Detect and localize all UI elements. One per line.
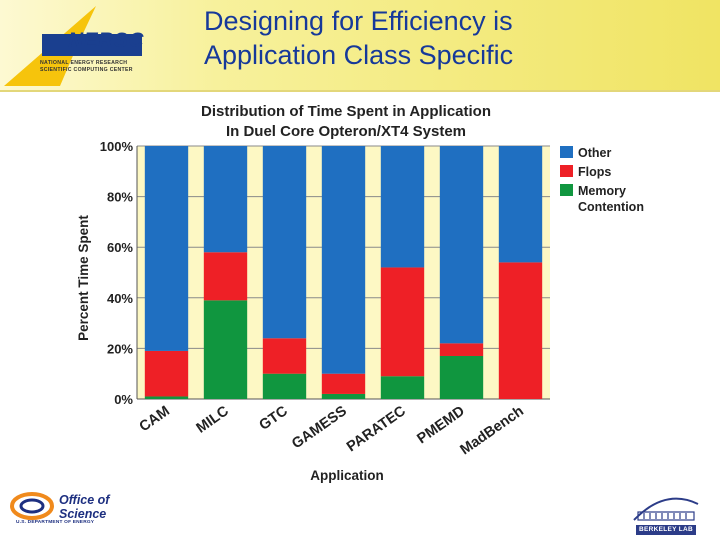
bar-segment-memory-contention-gamess	[321, 393, 366, 399]
legend-label: Memory	[578, 184, 626, 198]
doe-swirl-icon	[10, 492, 54, 520]
y-tick-label: 40%	[107, 291, 133, 306]
bar-segment-flops-madbench	[498, 262, 543, 399]
bar-segment-flops-gamess	[321, 373, 366, 394]
bar-segment-flops-gtc	[262, 338, 307, 374]
bar-segment-other-madbench	[498, 146, 543, 263]
doe-office-text: Office of Science	[59, 493, 109, 521]
y-tick-label: 0%	[114, 392, 133, 407]
nersc-subtitle-line2: SCIENTIFIC COMPUTING CENTER	[40, 67, 133, 73]
legend-swatch-flops	[560, 165, 573, 177]
x-tick-label: CAM	[137, 403, 173, 435]
header-divider	[0, 90, 720, 92]
bar-segment-memory-contention-milc	[203, 300, 248, 399]
bar-segment-other-gtc	[262, 146, 307, 339]
bar-segment-memory-contention-cam	[144, 396, 189, 399]
legend-label: Flops	[578, 165, 611, 179]
lab-arc-icon	[633, 497, 699, 521]
legend: Other Flops Memory Contention	[560, 146, 644, 214]
slide-title-line2: Application Class Specific	[204, 40, 514, 70]
bar-segment-other-cam	[144, 146, 189, 351]
legend-swatch-memory-contention	[560, 184, 573, 196]
slide-title: Designing for Efficiency is Application …	[204, 4, 624, 72]
chart-title-line1: Distribution of Time Spent in Applicatio…	[201, 103, 491, 120]
nersc-subtitle-line1: NATIONAL ENERGY RESEARCH	[40, 60, 128, 66]
y-tick-label: 20%	[107, 341, 133, 356]
x-tick-label: GTC	[257, 403, 292, 434]
nersc-logo	[4, 6, 142, 86]
doe-line2: Science	[59, 507, 107, 521]
nersc-logo-text: NERSC	[68, 29, 145, 52]
bar-segment-other-milc	[203, 146, 248, 253]
bar-segment-other-paratec	[380, 146, 425, 268]
lab-building-icon	[637, 511, 695, 521]
berkeley-lab-text: BERKELEY LAB	[636, 525, 696, 535]
chart-title-line2: In Duel Core Opteron/XT4 System	[226, 123, 466, 140]
doe-swirl-inner-icon	[19, 498, 45, 514]
berkeley-lab-logo	[633, 497, 699, 521]
bar-segment-memory-contention-gtc	[262, 373, 307, 399]
y-tick-label: 100%	[100, 139, 134, 154]
legend-label: Other	[578, 146, 611, 160]
doe-line1: Office of	[59, 493, 110, 507]
x-tick-label: MILC	[194, 403, 233, 437]
y-tick-label: 60%	[107, 240, 133, 255]
bar-segment-other-gamess	[321, 146, 366, 374]
x-tick-label: GAMESS	[289, 403, 350, 452]
bar-segment-flops-cam	[144, 350, 189, 397]
x-tick-label: PMEMD	[414, 403, 467, 447]
bar-segment-other-pmemd	[439, 146, 484, 344]
bars	[144, 146, 543, 399]
y-tick-label: 80%	[107, 190, 133, 205]
bar-segment-flops-paratec	[380, 267, 425, 377]
bar-segment-memory-contention-paratec	[380, 376, 425, 399]
doe-logo	[10, 492, 54, 520]
bar-segment-flops-pmemd	[439, 343, 484, 356]
y-axis-label: Percent Time Spent	[76, 215, 91, 341]
slide-title-line1: Designing for Efficiency is	[204, 6, 513, 36]
bar-segment-flops-milc	[203, 252, 248, 301]
x-axis-label: Application	[310, 468, 384, 483]
x-tick-label: PARATEC	[344, 403, 409, 455]
legend-label: Contention	[578, 200, 644, 214]
y-axis-ticks: 0% 20% 40% 60% 80% 100%	[100, 139, 134, 407]
nersc-logo-band	[42, 34, 142, 56]
x-tick-label: MadBench	[458, 403, 527, 458]
bar-segment-memory-contention-pmemd	[439, 355, 484, 399]
legend-swatch-other	[560, 146, 573, 158]
doe-department-text: U.S. DEPARTMENT OF ENERGY	[16, 520, 95, 525]
